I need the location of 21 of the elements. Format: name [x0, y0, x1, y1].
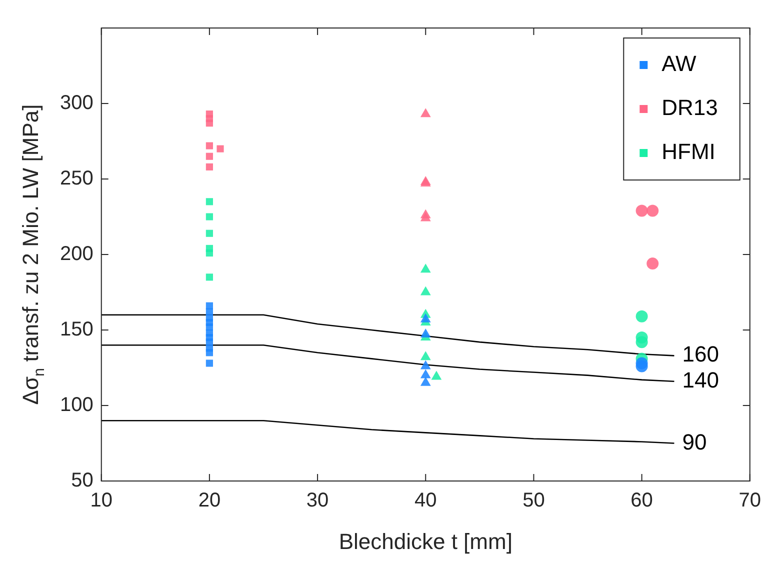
- x-axis-title: Blechdicke t [mm]: [338, 529, 512, 554]
- y-tick-label: 100: [60, 394, 94, 416]
- series-label: 90: [682, 429, 707, 454]
- legend-label: HFMI: [662, 139, 716, 164]
- y-tick-label: 150: [60, 318, 94, 341]
- x-tick-label: 20: [198, 490, 221, 512]
- legend-label: AW: [662, 51, 696, 76]
- x-tick-label: 30: [306, 490, 329, 512]
- y-axis-title: Δσn transf. zu 2 Mio. LW [MPa]: [18, 104, 48, 405]
- x-tick-label: 10: [90, 490, 112, 512]
- series-label: 160: [682, 342, 719, 367]
- y-tick-label: 200: [60, 243, 94, 266]
- x-tick-label: 40: [414, 490, 437, 512]
- x-tick-label: 70: [738, 490, 761, 512]
- y-tick-label: 300: [60, 92, 94, 114]
- series-label: 140: [682, 367, 719, 392]
- y-tick-label: 50: [71, 470, 94, 492]
- y-tick-label: 250: [60, 168, 94, 190]
- x-tick-label: 50: [522, 490, 545, 512]
- x-tick-label: 60: [630, 490, 653, 512]
- legend-label: DR13: [662, 95, 718, 120]
